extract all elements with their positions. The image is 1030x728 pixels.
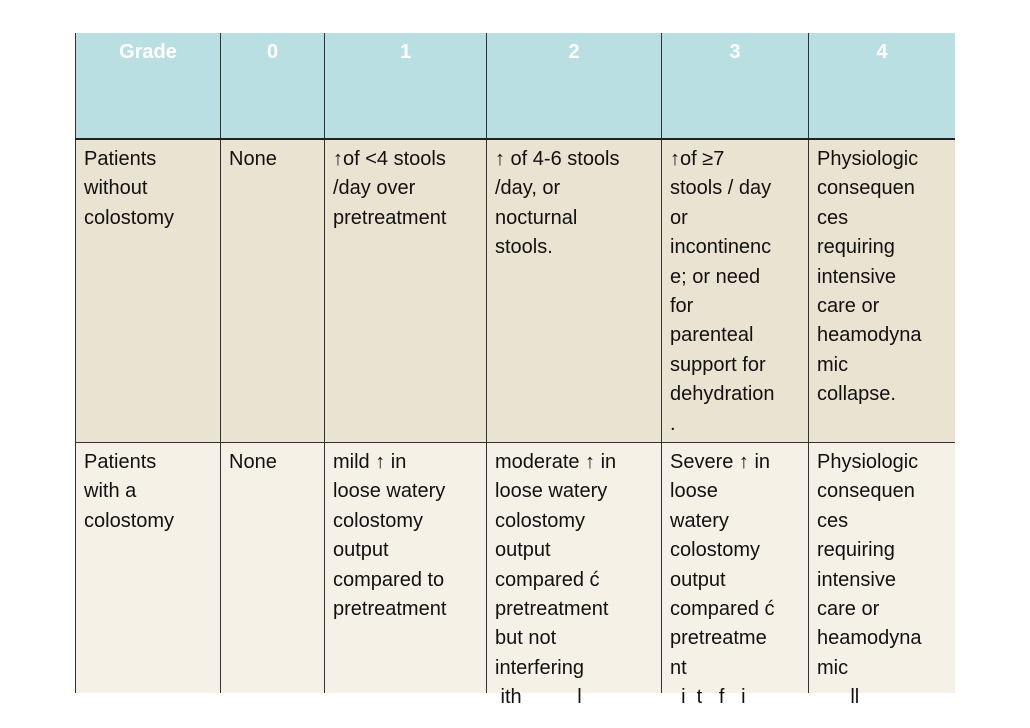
header-cell: 0 <box>220 33 324 138</box>
cell-text: mild ↑ in <box>333 451 407 473</box>
cell-text: loose watery <box>333 480 446 503</box>
cell-text: e; or need <box>670 265 761 288</box>
cell-text: ces <box>817 206 849 229</box>
cell-text: None <box>229 451 277 473</box>
header-row: Grade 0 1 2 3 4 <box>75 33 955 140</box>
cell-text: requiring <box>817 236 895 259</box>
cell-text: ↑of ≥7 <box>670 148 725 170</box>
cell-text: Physiologic <box>817 148 919 170</box>
header-cell: 1 <box>324 33 486 138</box>
table-cell: mild ↑ in loose watery colostomy output comp… <box>324 443 486 693</box>
header-cell: Grade <box>75 33 220 138</box>
cell-text: pretreatment <box>333 206 447 229</box>
table-cell: Patients with a colostomy <box>75 443 220 693</box>
cell-text: without <box>84 177 148 200</box>
table-cell: None <box>220 443 324 693</box>
cell-text: heamodyna <box>817 324 922 347</box>
cell-text: consequen <box>817 480 915 503</box>
cell-text: loose watery <box>495 480 608 503</box>
cell-text: ces <box>817 509 849 532</box>
cell-text: colostomy <box>333 509 424 532</box>
table: Grade 0 1 2 3 4 Patients without colostomy None ↑o… <box>75 33 955 708</box>
table-cell: Physiologic consequen ces requiring intensiv… <box>808 443 955 708</box>
cell-text: output <box>495 539 551 562</box>
cell-text: None <box>229 148 277 170</box>
cell-text: colostomy <box>84 206 175 229</box>
cell-text: Patients <box>84 451 157 473</box>
cell-text: Severe ↑ in <box>670 451 771 473</box>
cell-text: collapse. <box>817 383 896 406</box>
cell-text: colostomy <box>84 509 175 532</box>
cell-text: compared ć <box>495 568 600 591</box>
cell-text: parenteal <box>670 324 754 347</box>
cell-text: /day over <box>333 177 416 200</box>
header-cell: 3 <box>661 33 808 138</box>
cell-text: with a <box>84 480 137 503</box>
cell-text: but not <box>495 627 557 650</box>
cell-text: stools. <box>495 236 553 259</box>
cell-text: compared to <box>333 568 445 591</box>
table-cell: ↑of ≥7 stools / day or incontinenc e; or nee… <box>661 140 808 442</box>
cell-text: moderate ↑ in <box>495 451 617 473</box>
cell-text: consequen <box>817 177 915 200</box>
cell-text: ↑of <4 stools <box>333 148 446 170</box>
cell-text: Physiologic <box>817 451 919 473</box>
cell-text: heamodyna <box>817 627 922 650</box>
cell-text: Patients <box>84 148 157 170</box>
table-cell: Patients without colostomy <box>75 140 220 442</box>
table-cell: None <box>220 140 324 442</box>
cell-text: intensive <box>817 568 896 591</box>
cell-text: nt <box>670 656 687 679</box>
table-cell: ↑of <4 stools/day over pretreatment <box>324 140 486 442</box>
cell-text: ll <box>817 686 860 709</box>
cell-text: nocturnal <box>495 206 578 229</box>
cell-text: output <box>333 539 389 562</box>
cell-text: incontinenc <box>670 236 772 259</box>
cell-text: mic <box>817 353 849 376</box>
cell-text: mic <box>817 656 849 679</box>
cell-text: . <box>670 412 676 435</box>
cell-text: for <box>670 295 694 318</box>
cell-text: /day, or <box>495 177 561 200</box>
cell-text: interfering <box>495 656 584 679</box>
table-row: Patients with a colostomy None mild ↑ in loos… <box>75 443 955 708</box>
header-cell: 4 <box>808 33 955 138</box>
cell-text: i t f i <box>670 686 746 709</box>
cell-text: pretreatment <box>333 598 447 621</box>
cell-text: output <box>670 568 726 591</box>
table-row: Patients without colostomy None ↑of <4 stool… <box>75 140 955 443</box>
table-cell: moderate ↑ in loose watery colostomy output… <box>486 443 661 708</box>
cell-text: dehydration <box>670 383 775 406</box>
cell-text: intensive <box>817 265 896 288</box>
cell-text: requiring <box>817 539 895 562</box>
cell-text: colostomy <box>495 509 586 532</box>
table-cell: Physiologic consequen ces requiring intensiv… <box>808 140 955 442</box>
cell-text: ↑ of 4-6 stools <box>495 148 620 170</box>
cell-text: watery <box>670 509 729 532</box>
cell-text: pretreatme <box>670 627 767 650</box>
cell-text: colostomy <box>670 539 761 562</box>
cell-text: support for <box>670 353 766 376</box>
cell-text: pretreatment <box>495 598 609 621</box>
cell-text: ith l <box>495 686 582 709</box>
table-cell: Severe ↑ in loose watery colostomy output com… <box>661 443 808 708</box>
header-cell: 2 <box>486 33 661 138</box>
cell-text: care or <box>817 295 880 318</box>
table-cell: ↑ of 4-6 stools/day, or nocturnal stools. <box>486 140 661 442</box>
cell-text: compared ć <box>670 598 775 621</box>
cell-text: loose <box>670 480 718 503</box>
cell-text: care or <box>817 598 880 621</box>
cell-text: or <box>670 206 688 229</box>
cell-text: stools / day <box>670 177 772 200</box>
